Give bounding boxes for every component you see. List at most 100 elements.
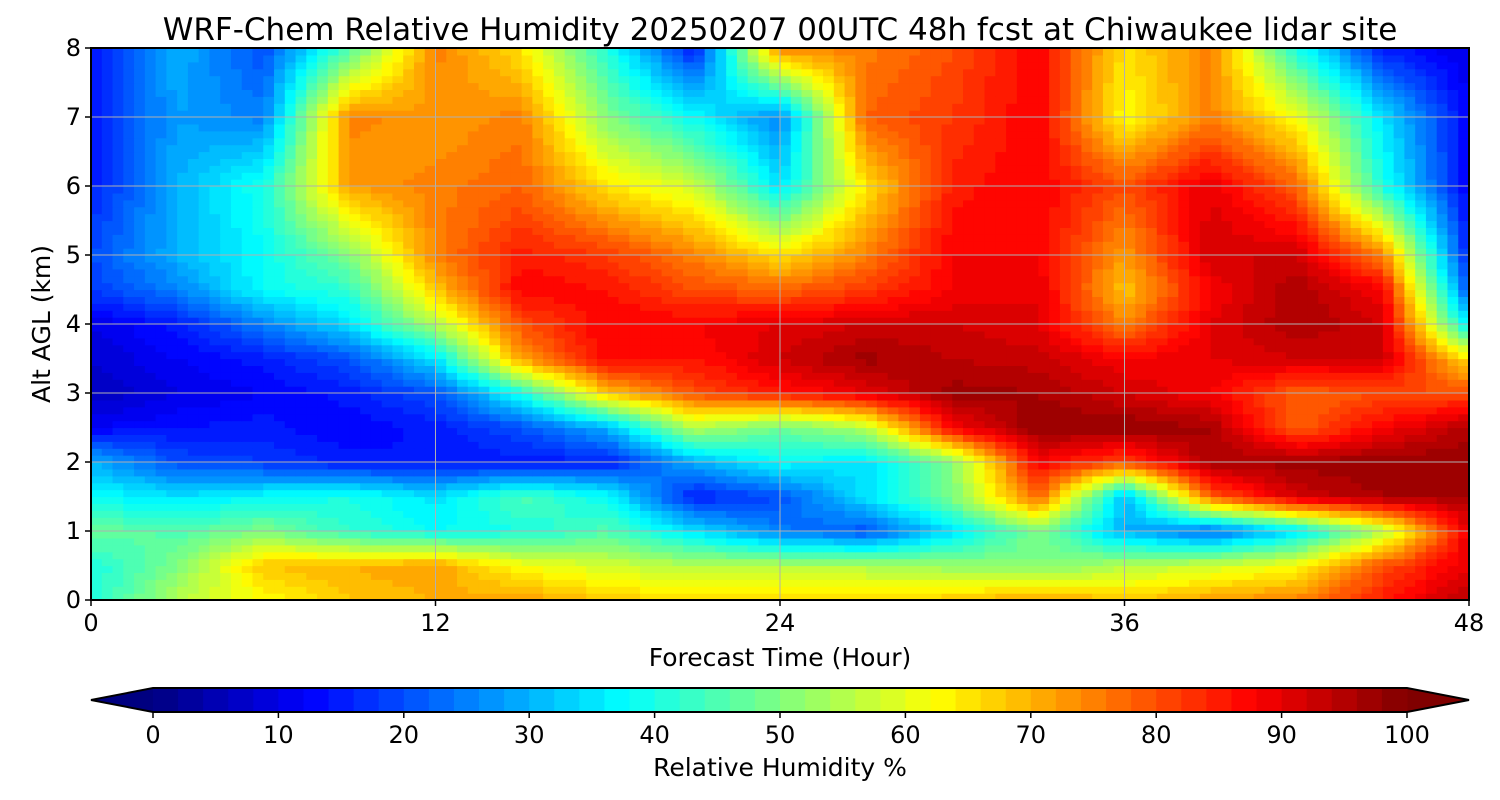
heatmap-cell <box>704 579 717 587</box>
heatmap-cell <box>1070 365 1083 373</box>
heatmap-cell <box>1210 434 1222 442</box>
heatmap-cell <box>855 586 867 594</box>
heatmap-cell <box>1199 413 1212 422</box>
heatmap-cell <box>1006 386 1018 394</box>
heatmap-cell <box>1307 551 1319 560</box>
heatmap-cell <box>1070 448 1083 456</box>
heatmap-cell <box>844 344 856 353</box>
heatmap-cell <box>327 434 340 442</box>
heatmap-cell <box>500 544 512 553</box>
heatmap-cell <box>1016 586 1029 594</box>
heatmap-cell <box>1006 510 1018 518</box>
heatmap-cell <box>1199 586 1212 594</box>
heatmap-cell <box>919 406 932 415</box>
heatmap-cell <box>295 344 307 353</box>
heatmap-cell <box>91 365 103 373</box>
heatmap-cell <box>327 420 340 429</box>
heatmap-cell <box>230 420 243 429</box>
heatmap-cell <box>973 427 986 435</box>
heatmap-cell <box>457 593 469 601</box>
heatmap-cell <box>435 572 447 580</box>
heatmap-cell <box>1016 420 1029 429</box>
heatmap-cell <box>1447 358 1459 366</box>
heatmap-cell <box>381 406 394 415</box>
heatmap-cell <box>1210 372 1222 380</box>
heatmap-cell <box>801 544 813 553</box>
heatmap-cell <box>963 420 975 429</box>
heatmap-cell <box>112 475 124 484</box>
heatmap-cell <box>510 427 523 435</box>
heatmap-cell <box>736 462 749 470</box>
heatmap-cell <box>1038 413 1050 422</box>
heatmap-cell <box>995 413 1007 422</box>
heatmap-cell <box>327 482 340 491</box>
heatmap-cell <box>607 420 620 429</box>
heatmap-cell <box>230 399 243 408</box>
heatmap-cell <box>1296 503 1309 511</box>
heatmap-cell <box>263 468 275 477</box>
heatmap-cell <box>521 413 533 422</box>
heatmap-cell <box>1006 482 1018 491</box>
heatmap-cell <box>166 579 178 587</box>
heatmap-cell <box>1382 399 1395 408</box>
heatmap-cell <box>112 593 124 601</box>
heatmap-cell <box>327 489 340 498</box>
heatmap-cell <box>1167 330 1179 339</box>
heatmap-cell <box>650 462 663 470</box>
heatmap-cell <box>855 344 867 353</box>
heatmap-cell <box>112 379 124 387</box>
heatmap-cell <box>909 351 921 360</box>
heatmap-cell <box>704 358 717 366</box>
heatmap-cell <box>274 365 286 373</box>
heatmap-cell <box>166 462 178 470</box>
heatmap-cell <box>467 413 480 422</box>
heatmap-cell <box>693 517 706 525</box>
heatmap-cell <box>1135 524 1147 532</box>
heatmap-cell <box>241 372 254 380</box>
heatmap-cell <box>1049 593 1061 601</box>
heatmap-cell <box>898 531 910 539</box>
heatmap-cell <box>1027 531 1039 539</box>
heatmap-cell <box>91 358 103 366</box>
heatmap-cell <box>801 510 813 518</box>
heatmap-cell <box>672 448 684 456</box>
heatmap-cell <box>1135 586 1147 594</box>
heatmap-cell <box>1458 455 1470 463</box>
heatmap-cell <box>1146 586 1158 594</box>
heatmap-cell <box>1027 558 1039 567</box>
heatmap-cell <box>177 475 189 484</box>
heatmap-cell <box>629 455 641 463</box>
heatmap-cell <box>672 372 684 380</box>
heatmap-cell <box>887 455 900 463</box>
heatmap-cell <box>478 468 490 477</box>
heatmap-cell <box>457 482 469 491</box>
heatmap-cell <box>661 372 673 380</box>
heatmap-cell <box>1092 358 1104 366</box>
heatmap-cell <box>758 351 770 360</box>
heatmap-cell <box>112 393 124 401</box>
heatmap-cell <box>898 406 910 415</box>
heatmap-cell <box>1135 537 1147 546</box>
heatmap-cell <box>683 524 695 532</box>
heatmap-cell <box>1124 462 1136 470</box>
heatmap-cell <box>1027 434 1039 442</box>
heatmap-cell <box>349 365 361 373</box>
heatmap-cell <box>693 462 706 470</box>
heatmap-cell <box>596 593 609 601</box>
heatmap-cell <box>317 330 329 339</box>
heatmap-cell <box>586 434 598 442</box>
heatmap-cell <box>973 372 986 380</box>
heatmap-cell <box>543 482 555 491</box>
heatmap-cell <box>1242 330 1255 339</box>
heatmap-cell <box>1361 413 1373 422</box>
heatmap-cell <box>952 441 964 449</box>
heatmap-cell <box>349 393 361 401</box>
heatmap-cell <box>241 496 254 504</box>
heatmap-cell <box>187 565 200 573</box>
heatmap-cell <box>833 330 846 339</box>
heatmap-cell <box>209 406 221 415</box>
heatmap-cell <box>693 448 706 456</box>
heatmap-cell <box>1156 482 1169 491</box>
heatmap-cell <box>1253 455 1266 463</box>
heatmap-cell <box>876 462 889 470</box>
